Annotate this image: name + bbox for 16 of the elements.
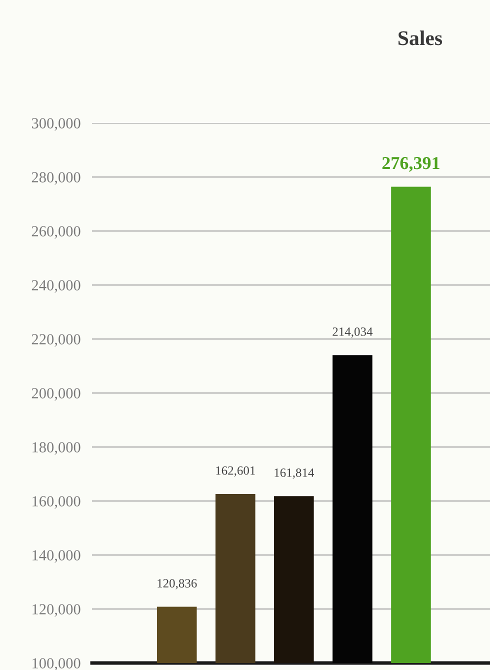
y-tick-label: 140,000 bbox=[32, 550, 80, 563]
data-label: 276,391 bbox=[382, 157, 440, 172]
chart-title: Sales bbox=[398, 30, 442, 46]
data-label: 214,034 bbox=[332, 327, 373, 338]
y-tick-label: 120,000 bbox=[32, 604, 80, 617]
data-label: 161,814 bbox=[274, 468, 314, 479]
y-tick-label: 200,000 bbox=[32, 388, 80, 401]
data-label: 162,601 bbox=[216, 466, 255, 477]
data-label: 120,836 bbox=[158, 579, 197, 590]
y-tick-label: 300,000 bbox=[32, 118, 80, 131]
y-tick-label: 280,000 bbox=[32, 172, 80, 185]
y-tick-label: 180,000 bbox=[32, 442, 80, 455]
y-tick-label: 240,000 bbox=[32, 280, 80, 293]
y-tick-label: 160,000 bbox=[32, 496, 80, 509]
y-tick-label: 260,000 bbox=[32, 226, 80, 239]
y-tick-label: 220,000 bbox=[32, 334, 80, 347]
